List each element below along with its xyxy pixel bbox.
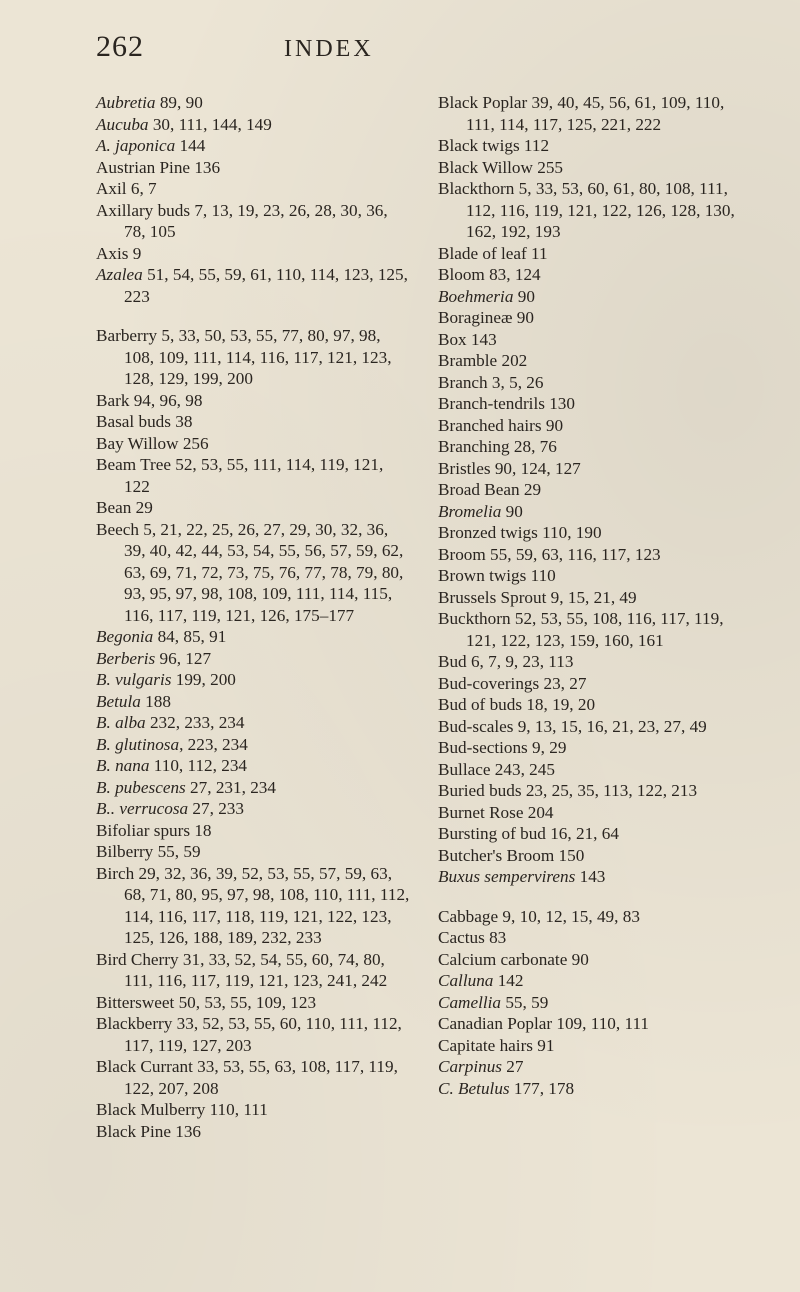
index-columns: Aubretia 89, 90Aucuba 30, 111, 144, 149A…	[96, 92, 766, 1142]
index-entry: Canadian Poplar 109, 110, 111	[438, 1013, 754, 1035]
index-column-right: Black Poplar 39, 40, 45, 56, 61, 109, 11…	[438, 92, 754, 1142]
index-entry: B. vulgaris 199, 200	[96, 669, 412, 691]
index-entry: Barberry 5, 33, 50, 53, 55, 77, 80, 97, …	[96, 325, 412, 390]
index-entry: Boehmeria 90	[438, 286, 754, 308]
index-entry: Black Willow 255	[438, 157, 754, 179]
index-entry: C. Betulus 177, 178	[438, 1078, 754, 1100]
index-entry: Beech 5, 21, 22, 25, 26, 27, 29, 30, 32,…	[96, 519, 412, 627]
index-entry: Aucuba 30, 111, 144, 149	[96, 114, 412, 136]
entry-gap	[438, 888, 754, 906]
index-entry: Bud-coverings 23, 27	[438, 673, 754, 695]
index-entry: B. glutinosa, 223, 234	[96, 734, 412, 756]
index-entry: Cactus 83	[438, 927, 754, 949]
index-entry: Bronzed twigs 110, 190	[438, 522, 754, 544]
index-entry: Black Currant 33, 53, 55, 63, 108, 117, …	[96, 1056, 412, 1099]
index-entry: Birch 29, 32, 36, 39, 52, 53, 55, 57, 59…	[96, 863, 412, 949]
index-entry: Branch 3, 5, 26	[438, 372, 754, 394]
index-entry: B.. verrucosa 27, 233	[96, 798, 412, 820]
index-entry: Basal buds 38	[96, 411, 412, 433]
index-entry: B. nana 110, 112, 234	[96, 755, 412, 777]
index-entry: Azalea 51, 54, 55, 59, 61, 110, 114, 123…	[96, 264, 412, 307]
index-entry: Bud-scales 9, 13, 15, 16, 21, 23, 27, 49	[438, 716, 754, 738]
index-entry: Branched hairs 90	[438, 415, 754, 437]
index-entry: Boragineæ 90	[438, 307, 754, 329]
index-entry: B. pubescens 27, 231, 234	[96, 777, 412, 799]
index-column-left: Aubretia 89, 90Aucuba 30, 111, 144, 149A…	[96, 92, 412, 1142]
index-entry: Bean 29	[96, 497, 412, 519]
index-entry: B. alba 232, 233, 234	[96, 712, 412, 734]
page-header: 262 INDEX	[96, 30, 766, 64]
index-entry: Black Pine 136	[96, 1121, 412, 1143]
index-entry: Bromelia 90	[438, 501, 754, 523]
index-entry: Butcher's Broom 150	[438, 845, 754, 867]
index-entry: Bursting of bud 16, 21, 64	[438, 823, 754, 845]
index-entry: Broom 55, 59, 63, 116, 117, 123	[438, 544, 754, 566]
index-entry: Burnet Rose 204	[438, 802, 754, 824]
index-entry: Blackberry 33, 52, 53, 55, 60, 110, 111,…	[96, 1013, 412, 1056]
page-number: 262	[96, 30, 144, 64]
index-entry: Carpinus 27	[438, 1056, 754, 1078]
index-entry: Bristles 90, 124, 127	[438, 458, 754, 480]
entry-gap	[96, 307, 412, 325]
index-entry: A. japonica 144	[96, 135, 412, 157]
index-entry: Aubretia 89, 90	[96, 92, 412, 114]
index-entry: Black Poplar 39, 40, 45, 56, 61, 109, 11…	[438, 92, 754, 135]
index-entry: Branching 28, 76	[438, 436, 754, 458]
index-entry: Brussels Sprout 9, 15, 21, 49	[438, 587, 754, 609]
index-entry: Bud-sections 9, 29	[438, 737, 754, 759]
index-entry: Bloom 83, 124	[438, 264, 754, 286]
index-entry: Black Mulberry 110, 111	[96, 1099, 412, 1121]
index-entry: Brown twigs 110	[438, 565, 754, 587]
index-entry: Axillary buds 7, 13, 19, 23, 26, 28, 30,…	[96, 200, 412, 243]
index-entry: Calluna 142	[438, 970, 754, 992]
index-entry: Blackthorn 5, 33, 53, 60, 61, 80, 108, 1…	[438, 178, 754, 243]
index-entry: Betula 188	[96, 691, 412, 713]
index-entry: Axil 6, 7	[96, 178, 412, 200]
index-entry: Bay Willow 256	[96, 433, 412, 455]
index-entry: Bark 94, 96, 98	[96, 390, 412, 412]
index-entry: Begonia 84, 85, 91	[96, 626, 412, 648]
index-entry: Bifoliar spurs 18	[96, 820, 412, 842]
index-entry: Bilberry 55, 59	[96, 841, 412, 863]
index-entry: Buckthorn 52, 53, 55, 108, 116, 117, 119…	[438, 608, 754, 651]
index-entry: Buried buds 23, 25, 35, 113, 122, 213	[438, 780, 754, 802]
index-entry: Buxus sempervirens 143	[438, 866, 754, 888]
index-entry: Bullace 243, 245	[438, 759, 754, 781]
index-entry: Bird Cherry 31, 33, 52, 54, 55, 60, 74, …	[96, 949, 412, 992]
index-entry: Beam Tree 52, 53, 55, 111, 114, 119, 121…	[96, 454, 412, 497]
index-entry: Black twigs 112	[438, 135, 754, 157]
index-entry: Berberis 96, 127	[96, 648, 412, 670]
index-entry: Bittersweet 50, 53, 55, 109, 123	[96, 992, 412, 1014]
index-entry: Broad Bean 29	[438, 479, 754, 501]
index-entry: Austrian Pine 136	[96, 157, 412, 179]
index-entry: Blade of leaf 11	[438, 243, 754, 265]
index-entry: Calcium carbonate 90	[438, 949, 754, 971]
index-entry: Capitate hairs 91	[438, 1035, 754, 1057]
page-title: INDEX	[284, 36, 374, 63]
index-entry: Camellia 55, 59	[438, 992, 754, 1014]
index-entry: Axis 9	[96, 243, 412, 265]
index-entry: Bud of buds 18, 19, 20	[438, 694, 754, 716]
page: 262 INDEX Aubretia 89, 90Aucuba 30, 111,…	[0, 0, 800, 1292]
index-entry: Bramble 202	[438, 350, 754, 372]
index-entry: Box 143	[438, 329, 754, 351]
index-entry: Branch-tendrils 130	[438, 393, 754, 415]
index-entry: Bud 6, 7, 9, 23, 113	[438, 651, 754, 673]
index-entry: Cabbage 9, 10, 12, 15, 49, 83	[438, 906, 754, 928]
